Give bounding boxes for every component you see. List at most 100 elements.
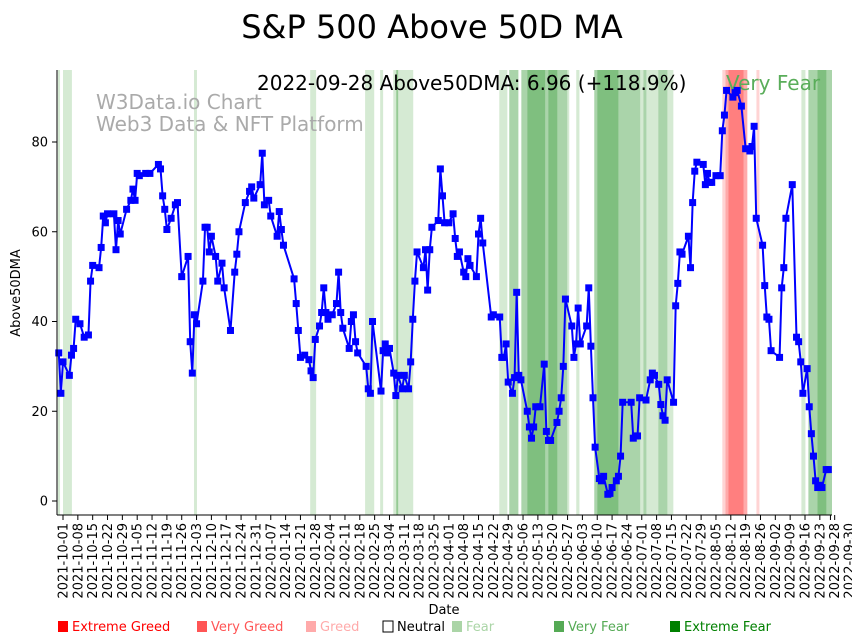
data-point [778, 284, 786, 292]
sentiment-band-extreme-fear [817, 70, 827, 515]
legend-label: Very Greed [211, 620, 283, 635]
data-point [392, 392, 400, 400]
x-tick-label: 2021-10-15 [86, 523, 101, 599]
data-point [426, 246, 434, 254]
data-point [390, 369, 398, 377]
sentiment-band-extreme-fear [597, 70, 619, 515]
data-point [184, 252, 192, 260]
data-point [250, 194, 258, 202]
data-point [305, 356, 313, 364]
data-point [428, 223, 436, 231]
data-point [500, 353, 508, 361]
data-point [655, 380, 663, 388]
watermark-line-2: Web3 Data & NFT Platform [96, 112, 364, 136]
data-point [322, 309, 330, 317]
chart-title: S&P 500 Above 50D MA [241, 8, 623, 46]
x-tick-label: 2022-07-08 [650, 523, 665, 599]
data-point [496, 313, 504, 321]
data-point [436, 165, 444, 173]
data-point [462, 273, 470, 281]
legend-label: Greed [320, 620, 359, 635]
x-tick-label: 2021-12-17 [220, 523, 235, 599]
data-point [167, 214, 175, 222]
x-tick-label: 2022-01-07 [264, 523, 279, 599]
data-point [460, 268, 468, 276]
data-point [767, 347, 775, 355]
x-tick-label: 2022-09-23 [813, 523, 828, 599]
data-point [438, 192, 446, 200]
data-point [824, 466, 832, 474]
data-point [95, 264, 103, 272]
legend-label: Very Fear [568, 620, 630, 635]
data-point [411, 277, 419, 285]
data-point [248, 183, 256, 191]
data-point [220, 284, 228, 292]
data-point [407, 358, 415, 366]
data-point [381, 340, 389, 348]
data-point [708, 178, 716, 186]
data-point [650, 371, 658, 379]
data-point [475, 230, 483, 238]
sentiment-band-extreme-fear [527, 70, 546, 515]
data-point [589, 394, 597, 402]
data-point [712, 172, 720, 180]
data-point [693, 158, 701, 166]
sentiment-band-very-fear [521, 70, 528, 515]
latest-value-annotation: 2022-09-28 Above50DMA: 6.96 (+118.9%) [257, 71, 686, 95]
data-point [805, 403, 813, 411]
data-point [339, 324, 347, 332]
data-point [307, 367, 315, 375]
data-point [720, 111, 728, 119]
data-point [502, 340, 510, 348]
x-tick-label: 2022-02-11 [338, 523, 353, 599]
data-point [583, 322, 591, 330]
x-tick-label: 2021-12-10 [205, 523, 220, 599]
data-point [619, 398, 627, 406]
data-point [146, 169, 154, 177]
data-point [761, 282, 769, 290]
sentiment-band-fear [801, 70, 806, 515]
data-point [663, 376, 671, 384]
data-point [424, 286, 432, 294]
data-point [807, 430, 815, 438]
sentiment-band-fear [576, 70, 580, 515]
data-point [642, 396, 650, 404]
data-point [612, 477, 620, 485]
x-tick-label: 2022-06-17 [606, 523, 621, 599]
watermark: W3Data.io Chart Web3 Data & NFT Platform [96, 90, 364, 136]
x-tick-label: 2021-11-12 [146, 523, 161, 599]
data-point [733, 86, 741, 94]
x-tick-label: 2022-07-29 [695, 523, 710, 599]
x-tick-label: 2021-10-22 [101, 523, 116, 599]
data-point [258, 149, 266, 157]
legend-swatch [382, 620, 394, 633]
data-point [205, 248, 213, 256]
data-point [716, 172, 724, 180]
data-point [797, 358, 805, 366]
data-point [413, 248, 421, 256]
legend-item-greed: Greed [306, 620, 359, 635]
data-point [561, 295, 569, 303]
data-point [441, 219, 449, 227]
data-point [142, 169, 150, 177]
data-point [207, 232, 215, 240]
data-point [661, 416, 669, 424]
data-point [657, 401, 665, 409]
sentiment-band-very-fear [826, 70, 832, 515]
legend-swatch [197, 621, 207, 632]
x-tick-label: 2022-09-28 [828, 523, 843, 599]
data-point [542, 427, 550, 435]
data-point [559, 362, 567, 370]
x-tick-label: 2022-01-14 [279, 523, 294, 599]
data-point [101, 219, 109, 227]
data-point [309, 374, 317, 382]
data-point [759, 241, 767, 249]
data-point [748, 142, 756, 150]
data-point [678, 250, 686, 258]
data-point [345, 344, 353, 352]
sentiment-band-very-greed [725, 70, 729, 515]
sentiment-bands [57, 70, 832, 515]
data-point [455, 248, 463, 256]
sentiment-band-very-fear [557, 70, 568, 515]
data-point [273, 232, 281, 240]
